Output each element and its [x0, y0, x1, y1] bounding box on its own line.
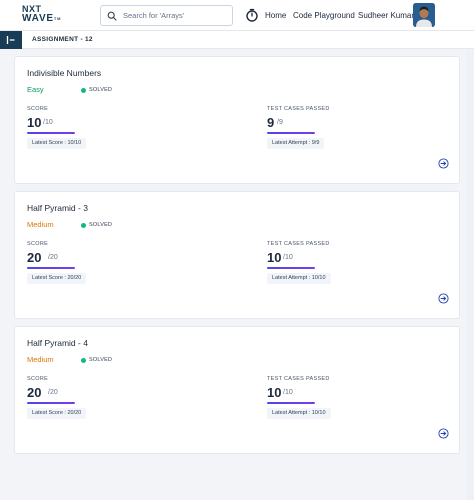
- score-label: SCORE: [27, 241, 49, 247]
- test-cases-total: /10: [283, 254, 293, 261]
- arrow-right-circle-icon[interactable]: [438, 158, 449, 169]
- nav-home-link[interactable]: Home: [265, 11, 287, 20]
- test-cases-total: /10: [283, 389, 293, 396]
- score-progress-bar: [27, 132, 75, 134]
- test-cases-value: 10: [267, 250, 282, 265]
- latest-attempt-chip: Latest Attempt : 10/10: [267, 408, 331, 419]
- score-value: 10: [27, 115, 42, 130]
- difficulty-badge: Easy: [27, 85, 44, 94]
- test-cases-progress-bar: [267, 267, 315, 269]
- score-total: /20: [48, 254, 58, 261]
- assignment-title: ASSIGNMENT - 12: [32, 36, 93, 43]
- arrow-right-circle-icon[interactable]: [438, 293, 449, 304]
- latest-score-chip: Latest Score : 20/20: [27, 408, 87, 419]
- search-input[interactable]: [123, 11, 232, 20]
- latest-score-chip: Latest Score : 20/20: [27, 273, 87, 284]
- assignment-header: [0, 31, 474, 49]
- sidebar-toggle-button[interactable]: [0, 31, 22, 49]
- solved-dot-icon: [81, 357, 86, 363]
- top-navbar: NXT WAVETM Home Code Playground Sudheer …: [0, 0, 474, 31]
- score-total: /20: [48, 389, 58, 396]
- problem-card: Half Pyramid - 3 Medium SOLVED SCORE TES…: [14, 191, 460, 319]
- score-progress-bar: [27, 402, 75, 404]
- latest-attempt-chip: Latest Attempt : 10/10: [267, 273, 331, 284]
- nav-code-playground-link[interactable]: Code Playground: [293, 11, 355, 20]
- difficulty-badge: Medium: [27, 355, 54, 364]
- status-label: SOLVED: [89, 357, 113, 363]
- solved-dot-icon: [81, 222, 86, 228]
- avatar-image: [413, 3, 435, 27]
- test-cases-progress-bar: [267, 402, 315, 404]
- problem-card: Half Pyramid - 4 Medium SOLVED SCORE TES…: [14, 326, 460, 454]
- status-badge: SOLVED: [81, 357, 112, 363]
- test-cases-label: TEST CASES PASSED: [267, 106, 330, 112]
- status-label: SOLVED: [89, 222, 113, 228]
- search-icon: [107, 11, 117, 21]
- latest-attempt-chip: Latest Attempt : 9/9: [267, 138, 325, 149]
- nxtwave-logo[interactable]: NXT WAVETM: [22, 4, 62, 24]
- test-cases-value: 9: [267, 115, 275, 130]
- test-cases-total: /9: [277, 119, 283, 126]
- arrow-right-circle-icon[interactable]: [438, 428, 449, 439]
- problem-title[interactable]: Half Pyramid - 4: [27, 338, 88, 348]
- test-cases-label: TEST CASES PASSED: [267, 241, 330, 247]
- stopwatch-icon[interactable]: [245, 8, 259, 22]
- test-cases-progress-bar: [267, 132, 315, 134]
- status-badge: SOLVED: [81, 87, 112, 93]
- problem-title[interactable]: Half Pyramid - 3: [27, 203, 88, 213]
- score-label: SCORE: [27, 376, 49, 382]
- status-label: SOLVED: [89, 87, 113, 93]
- score-value: 20: [27, 385, 42, 400]
- search-box[interactable]: [100, 5, 233, 26]
- scrollbar[interactable]: [466, 50, 474, 500]
- problem-title[interactable]: Indivisible Numbers: [27, 68, 102, 78]
- problem-card: Indivisible Numbers Easy SOLVED SCORE TE…: [14, 56, 460, 184]
- score-progress-bar: [27, 267, 75, 269]
- score-label: SCORE: [27, 106, 49, 112]
- user-name[interactable]: Sudheer Kumar: [358, 11, 415, 20]
- sidebar-toggle-icon: [6, 36, 15, 44]
- difficulty-badge: Medium: [27, 220, 54, 229]
- test-cases-value: 10: [267, 385, 282, 400]
- avatar[interactable]: [413, 3, 435, 27]
- latest-score-chip: Latest Score : 10/10: [27, 138, 87, 149]
- status-badge: SOLVED: [81, 222, 112, 228]
- test-cases-label: TEST CASES PASSED: [267, 376, 330, 382]
- score-total: /10: [43, 119, 53, 126]
- score-value: 20: [27, 250, 42, 265]
- solved-dot-icon: [81, 87, 86, 93]
